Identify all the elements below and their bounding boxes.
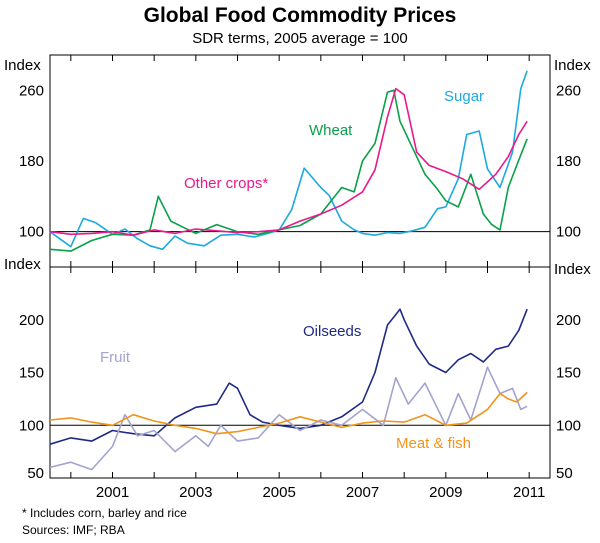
footnote-note: * Includes corn, barley and rice — [22, 506, 187, 520]
series-oilseeds — [49, 308, 528, 445]
xtick-label-2001: 2001 — [96, 484, 129, 501]
bottom-ytick-left-100: 100 — [19, 417, 44, 434]
bottom-left-unit-label: Index — [4, 256, 41, 273]
xtick-label-2005: 2005 — [262, 484, 295, 501]
bottom-ytick-right-200: 200 — [556, 312, 581, 329]
other-crops-label: Other crops* — [184, 175, 268, 192]
series-other-crops — [49, 87, 528, 236]
bottom-right-unit-label: Index — [554, 261, 591, 278]
bottom-ytick-left-150: 150 — [19, 365, 44, 382]
meat-fish-label: Meat & fish — [396, 435, 471, 452]
xtick-label-2003: 2003 — [179, 484, 212, 501]
series-sugar — [49, 70, 528, 251]
fruit-label: Fruit — [100, 349, 131, 366]
xtick-label-2009: 2009 — [429, 484, 462, 501]
footnote-sources: Sources: IMF; RBA — [22, 523, 125, 537]
x-tick-marks: 2001 2003 2005 2007 2009 2011 — [70, 55, 545, 501]
wheat-label: Wheat — [309, 122, 353, 139]
top-ytick-right-180: 180 — [556, 153, 581, 170]
bottom-ytick-right-100: 100 — [556, 417, 581, 434]
xtick-label-2011: 2011 — [513, 484, 545, 501]
top-left-unit-label: Index — [4, 57, 41, 74]
series-wheat — [49, 89, 528, 252]
bottom-ytick-left-50: 50 — [27, 465, 44, 482]
oilseeds-label: Oilseeds — [303, 323, 361, 340]
series-lines — [49, 70, 528, 471]
bottom-ytick-right-150: 150 — [556, 365, 581, 382]
chart-subtitle: SDR terms, 2005 average = 100 — [192, 30, 408, 47]
sugar-label: Sugar — [444, 88, 484, 105]
top-ytick-right-260: 260 — [556, 82, 581, 99]
y-tick-labels: 100 100 180 180 260 260 50 50 100 100 150 150 200 200 — [19, 82, 581, 482]
series-meat-fish — [49, 391, 528, 435]
bottom-ytick-left-200: 200 — [19, 312, 44, 329]
bottom-ytick-right-50: 50 — [556, 465, 573, 482]
xtick-label-2007: 2007 — [346, 484, 379, 501]
chart-title: Global Food Commodity Prices — [144, 4, 457, 27]
bottom-panel-frame — [49, 266, 551, 479]
series-fruit — [49, 366, 528, 471]
top-ytick-left-100: 100 — [19, 224, 44, 241]
top-ytick-left-260: 260 — [19, 82, 44, 99]
top-ytick-right-100: 100 — [556, 224, 581, 241]
top-ytick-left-180: 180 — [19, 153, 44, 170]
top-right-unit-label: Index — [554, 57, 591, 74]
